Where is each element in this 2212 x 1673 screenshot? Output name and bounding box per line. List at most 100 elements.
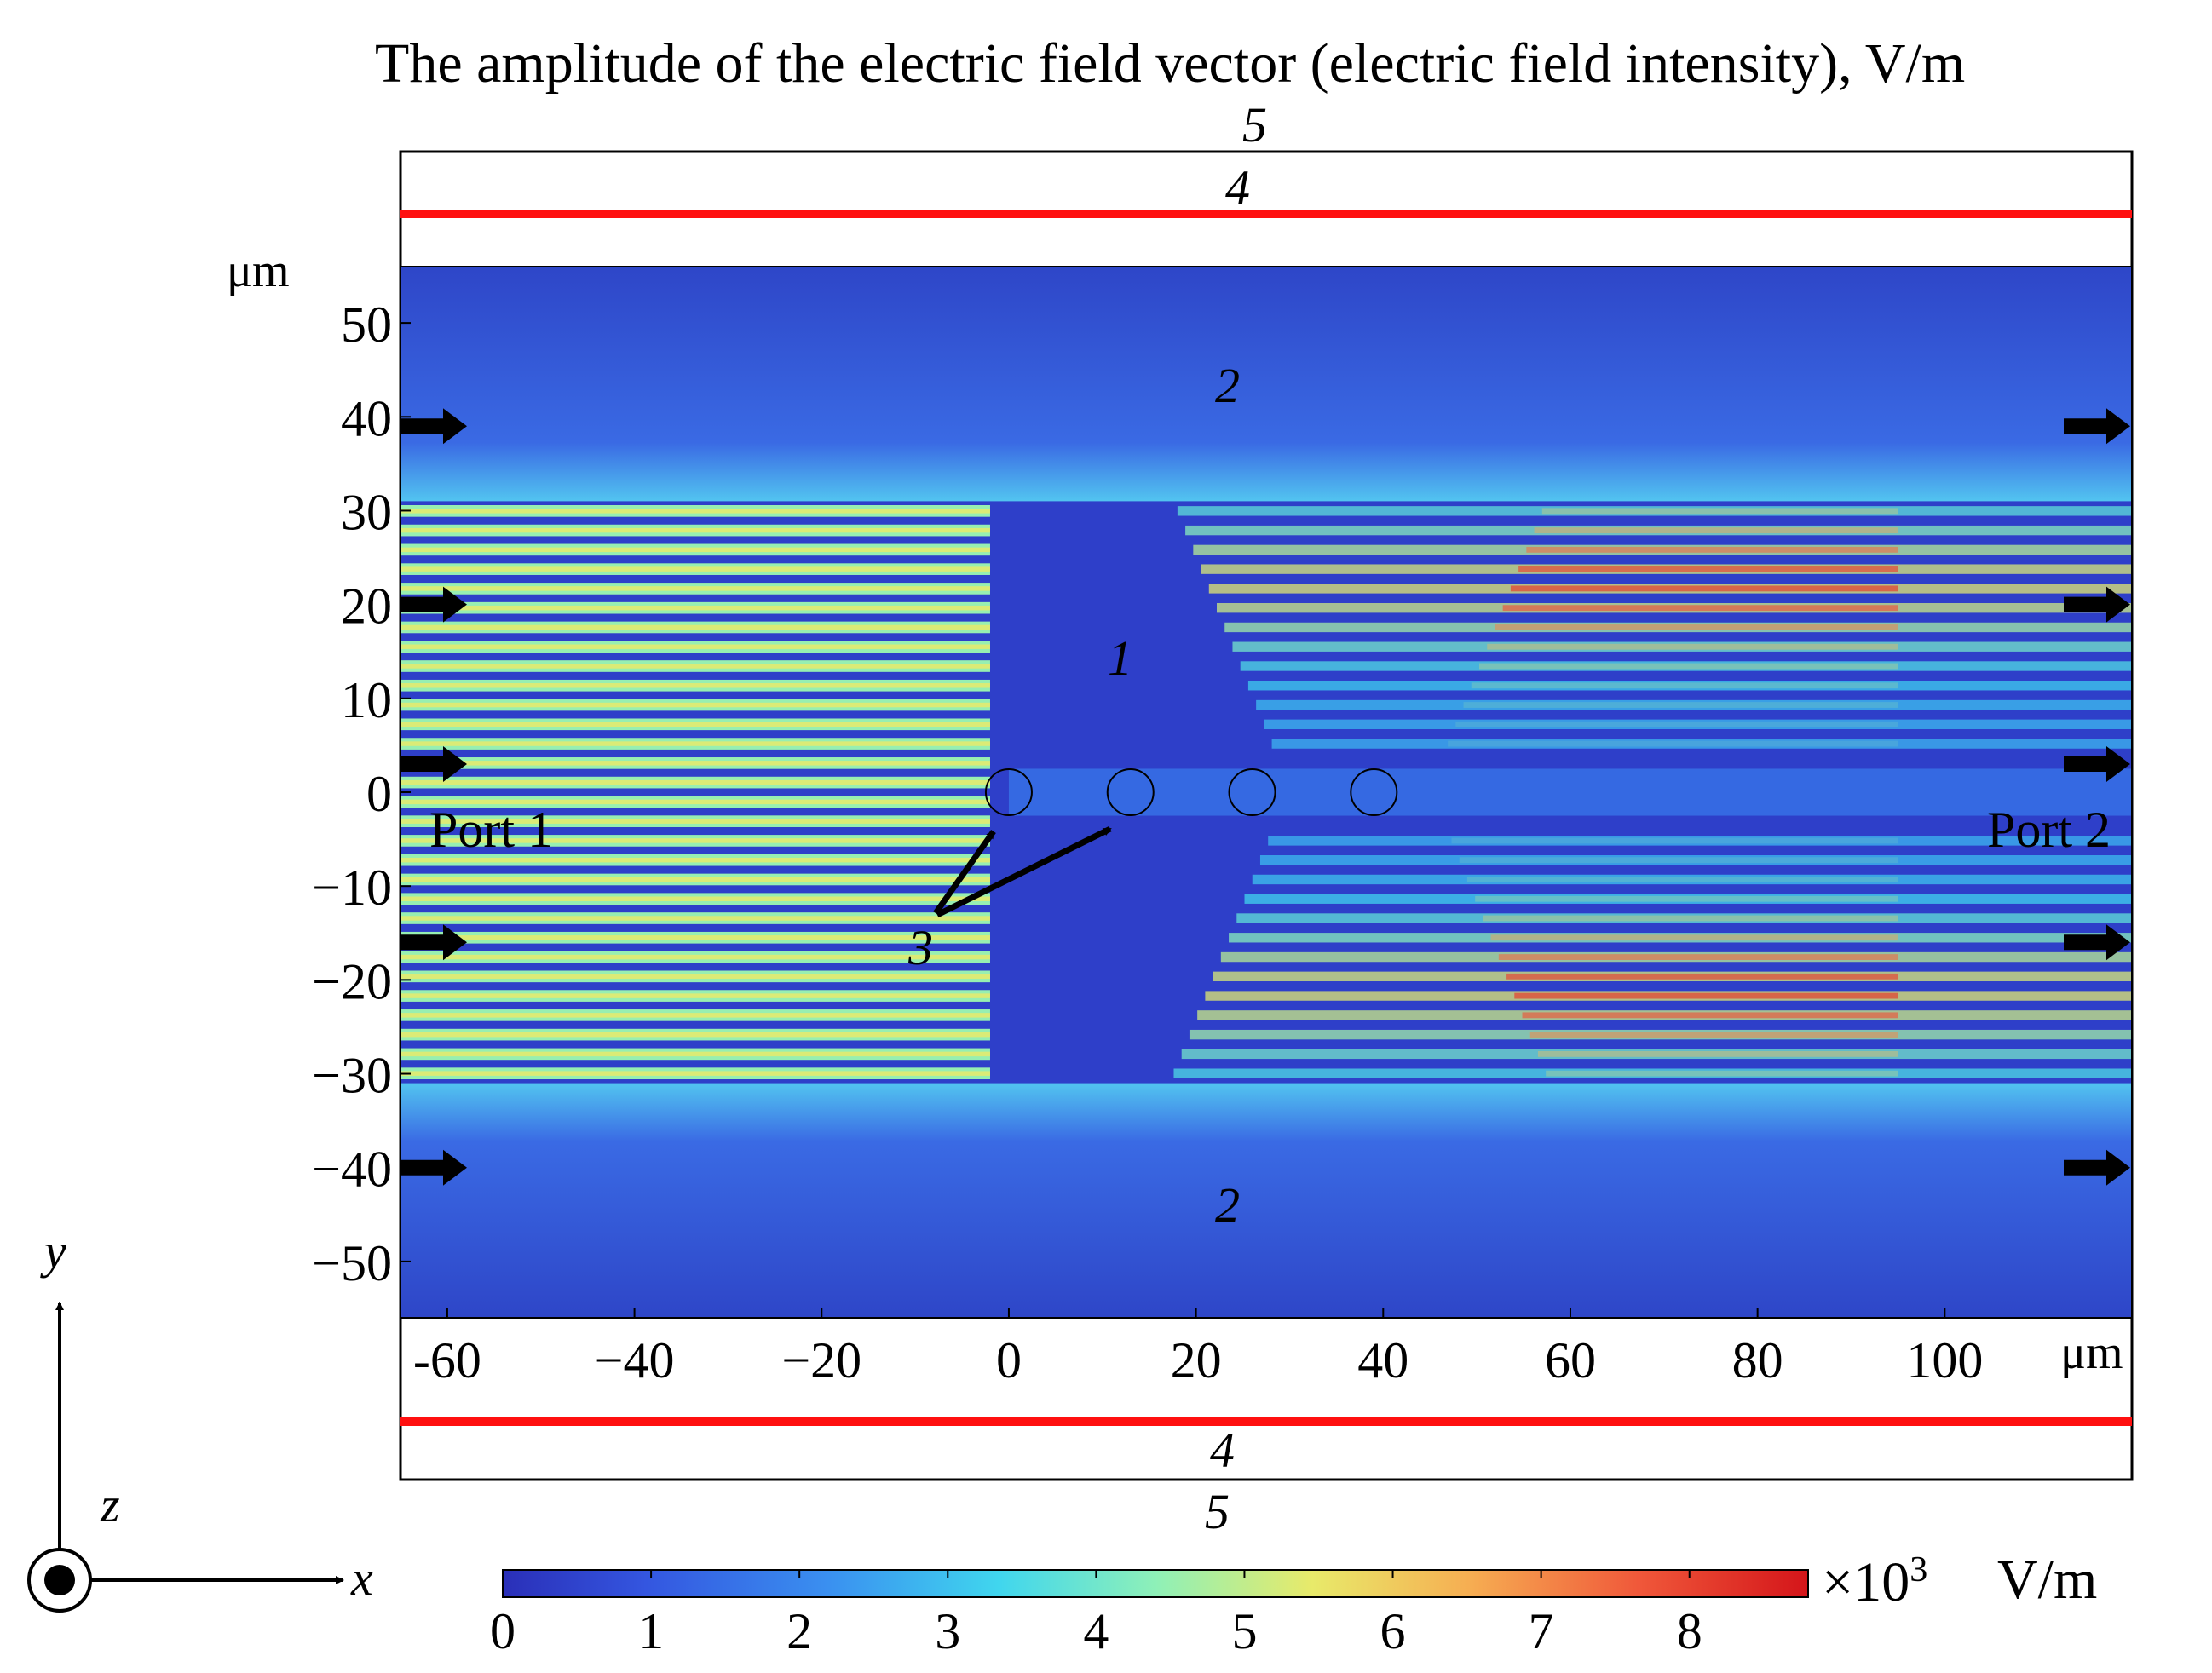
- scattered-field-hotspot: [1541, 508, 1898, 515]
- core-field-stripe-peak: [400, 624, 990, 630]
- core-field-stripe-peak: [400, 702, 990, 708]
- core-field-stripe-peak: [400, 547, 990, 553]
- cladding-top-region: [400, 267, 2132, 502]
- core-field-stripe-peak: [400, 974, 990, 980]
- scattered-field-hotspot: [1534, 527, 1898, 534]
- y-tick-label: −20: [312, 953, 392, 1009]
- colorbar-tick-label: 5: [1231, 1603, 1257, 1659]
- scattered-field-hotspot: [1510, 585, 1898, 592]
- scattered-field-stripe: [1252, 874, 2132, 885]
- field-heatmap: [400, 267, 2132, 1318]
- core-field-stripe-peak: [400, 1051, 990, 1057]
- port-2-arrow: [2064, 745, 2130, 782]
- x-tick-label: 0: [996, 1332, 1022, 1388]
- colorbar-tick-label: 7: [1529, 1603, 1554, 1659]
- core-field-stripe-peak: [400, 722, 990, 727]
- scatterer-circle: [1106, 768, 1155, 816]
- x-tick-label: 80: [1732, 1332, 1783, 1388]
- core-field-stripe-peak: [400, 819, 990, 824]
- scattered-field-stripe: [1185, 525, 2132, 536]
- scattered-field-hotspot: [1498, 954, 1898, 960]
- core-field-stripe-peak: [400, 935, 990, 940]
- scattered-field-hotspot: [1466, 877, 1898, 882]
- x-tick-label: 40: [1357, 1332, 1408, 1388]
- core-field-stripe-peak: [400, 741, 990, 746]
- x-tick-label: −20: [781, 1332, 861, 1388]
- port-2-arrow: [2064, 408, 2130, 445]
- core-field-stripe-peak: [400, 566, 990, 572]
- core-field-stripe-peak: [400, 1071, 990, 1076]
- scattered-field-stripe: [1177, 506, 2132, 516]
- scattered-field-hotspot: [1483, 915, 1898, 922]
- scatterer-circle: [1228, 768, 1276, 816]
- y-tick-label: 50: [341, 296, 392, 353]
- core-field-stripe-peak: [400, 664, 990, 669]
- scattered-field-stripe: [1236, 913, 2132, 923]
- shadow-band: [1008, 768, 2132, 816]
- scattered-field-hotspot: [1537, 1050, 1898, 1057]
- core-field-stripe-peak: [400, 857, 990, 863]
- scattered-field-stripe: [1268, 836, 2132, 846]
- core-field-stripe-peak: [400, 605, 990, 611]
- port-2-arrow: [2064, 586, 2130, 623]
- cladding-bottom-region: [400, 1083, 2132, 1318]
- scattered-field-stripe: [1259, 855, 2132, 865]
- x-tick-label: −40: [595, 1332, 675, 1388]
- scattered-field-hotspot: [1490, 934, 1898, 941]
- scattered-field-hotspot: [1487, 643, 1898, 650]
- y-tick-label: 10: [341, 672, 392, 728]
- y-tick-label: −40: [312, 1141, 392, 1198]
- scattered-field-stripe: [1181, 1049, 2132, 1060]
- y-tick-label: 30: [341, 484, 392, 540]
- y-axis: 50 40 30 20 10 0 −10 −20 −30 −40 −50: [312, 296, 411, 1291]
- colorbar-tick-label: 6: [1380, 1603, 1406, 1659]
- y-tick-label: 40: [341, 390, 392, 446]
- scattered-field-hotspot: [1502, 605, 1898, 612]
- scattered-field-stripe: [1256, 699, 2132, 710]
- core-field-stripe-peak: [400, 993, 990, 998]
- x-tick-label: 60: [1545, 1332, 1596, 1388]
- y-tick-label: −30: [312, 1048, 392, 1104]
- scattered-field-hotspot: [1495, 624, 1898, 630]
- core-field-stripe-peak: [400, 954, 990, 960]
- scattered-field-stripe: [1247, 681, 2132, 691]
- core-field-stripe-peak: [400, 799, 990, 805]
- scattered-field-hotspot: [1522, 1012, 1898, 1019]
- core-field-stripe-peak: [400, 1032, 990, 1038]
- port-1-arrow: [400, 586, 467, 623]
- y-tick-label: −50: [312, 1235, 392, 1291]
- colorbar-tick-label: 3: [935, 1603, 960, 1659]
- y-tick-label: −10: [312, 859, 392, 916]
- colorbar-tick-label: 0: [490, 1603, 516, 1659]
- core-field-stripe-peak: [400, 1013, 990, 1018]
- scattered-field-stripe: [1271, 739, 2132, 749]
- scattered-field-hotspot: [1451, 837, 1898, 844]
- core-field-stripe-peak: [400, 761, 990, 766]
- core-field-stripe-peak: [400, 586, 990, 591]
- colorbar-tick-label: 2: [786, 1603, 812, 1659]
- scattered-field-stripe: [1244, 894, 2132, 904]
- scattered-field-hotspot: [1478, 663, 1898, 670]
- colorbar-ticks: 0 1 2 3 4 5 6 7 8: [490, 1570, 1702, 1659]
- core-field-stripe-peak: [400, 896, 990, 901]
- core-field-stripe-peak: [400, 527, 990, 533]
- core-field-stripe-peak: [400, 916, 990, 921]
- core-field-stripe-peak: [400, 509, 990, 514]
- scattered-field-stripe: [1264, 719, 2132, 729]
- port-arrows: [400, 408, 2130, 1186]
- scatterer-group: [984, 768, 1398, 816]
- core-field-stripe-peak: [400, 683, 990, 688]
- scattered-field-hotspot: [1518, 566, 1898, 572]
- scatterer-circle: [1350, 768, 1398, 816]
- x-tick-label: -60: [413, 1332, 481, 1388]
- port-1-arrow: [400, 1149, 467, 1186]
- scatterer-pointer-1: [933, 829, 996, 916]
- scattered-field-hotspot: [1506, 973, 1898, 980]
- port-1-arrow: [400, 408, 467, 445]
- scatterer-circle: [984, 768, 1033, 816]
- core-field-stripe-peak: [400, 779, 990, 785]
- port-1-arrow: [400, 745, 467, 782]
- scattered-field-hotspot: [1471, 682, 1898, 689]
- colorbar-tick-label: 8: [1677, 1603, 1702, 1659]
